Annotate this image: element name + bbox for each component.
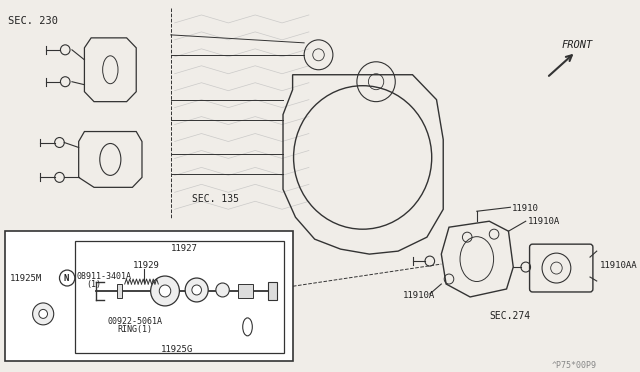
Text: 11925G: 11925G bbox=[161, 345, 193, 354]
Text: 11910A: 11910A bbox=[527, 217, 560, 226]
Text: 11929: 11929 bbox=[132, 261, 159, 270]
Text: 11927: 11927 bbox=[171, 244, 198, 253]
Text: SEC. 230: SEC. 230 bbox=[8, 16, 58, 26]
Bar bbox=[117, 284, 122, 298]
Bar bbox=[238, 284, 253, 298]
Text: ^P75*00P9: ^P75*00P9 bbox=[552, 361, 596, 370]
Bar bbox=[4, 231, 292, 361]
Text: SEC. 135: SEC. 135 bbox=[192, 194, 239, 204]
Text: 11910A: 11910A bbox=[403, 291, 435, 300]
Bar bbox=[268, 282, 277, 300]
Circle shape bbox=[60, 270, 75, 286]
Ellipse shape bbox=[39, 310, 47, 318]
Ellipse shape bbox=[150, 276, 179, 306]
Text: 11910: 11910 bbox=[512, 204, 539, 213]
Text: N: N bbox=[63, 274, 68, 283]
Text: (1): (1) bbox=[86, 280, 101, 289]
Text: 08911-3401A: 08911-3401A bbox=[77, 272, 132, 281]
Text: RING(1): RING(1) bbox=[117, 325, 152, 334]
Text: FRONT: FRONT bbox=[561, 40, 593, 50]
Bar bbox=[75, 241, 284, 353]
Ellipse shape bbox=[185, 278, 208, 302]
Text: 11925M: 11925M bbox=[10, 274, 42, 283]
Ellipse shape bbox=[159, 285, 171, 297]
Text: SEC.274: SEC.274 bbox=[490, 311, 531, 321]
Ellipse shape bbox=[33, 303, 54, 325]
Ellipse shape bbox=[192, 285, 202, 295]
Text: 00922-5061A: 00922-5061A bbox=[108, 317, 163, 326]
Ellipse shape bbox=[216, 283, 229, 297]
Text: 11910AA: 11910AA bbox=[600, 261, 637, 270]
